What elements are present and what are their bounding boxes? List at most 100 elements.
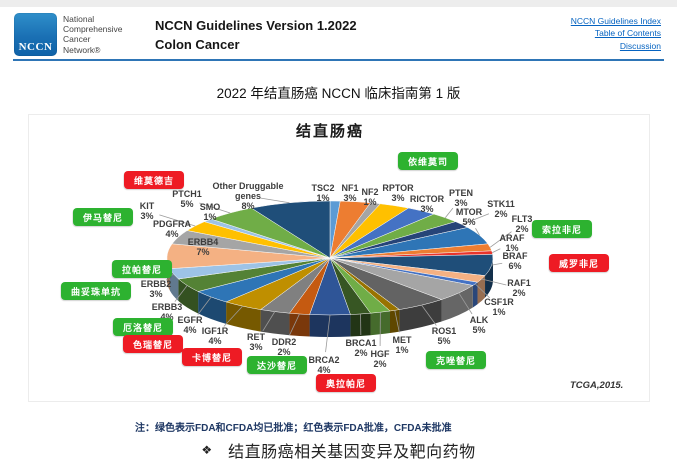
bottom-heading-text: 结直肠癌相关基因变异及靶向药物 [228,444,476,461]
pie-slice-side-BRCA2 [309,314,351,337]
label-leader-line [475,228,480,236]
pie-slice-side-CSF1R [472,282,478,308]
gene-label-ALK: ALK 5% [469,314,489,335]
label-leader-line [159,214,196,227]
org-line: Cancer [63,34,91,45]
header-divider [13,59,664,61]
gene-label-ERBB4: ERBB4 7% [187,236,219,257]
gene-label-NF1: NF1 3% [341,182,359,203]
nccn-logo: NCCN [14,13,57,56]
pie-chart-svg [159,197,512,353]
pie-slice-side-ERBB2 [169,268,179,301]
drug-pill-曲妥珠单抗: 曲妥珠单抗 [60,282,132,300]
gene-label-RICTOR: RICTOR 3% [409,193,445,214]
gene-label-TSC2: TSC2 1% [311,182,335,203]
gene-label-RET: RET 3% [247,331,265,352]
gene-label-HGF: HGF 2% [370,348,390,369]
pie-slice-side-ALK [441,285,473,322]
chart-source: TCGA,2015. [570,380,624,391]
gene-label-RPTOR: RPTOR 3% [382,182,414,203]
page-top-edge [0,0,677,7]
pie-slice-side-ROS1 [399,299,442,332]
guidelines-version-title: NCCN Guidelines Version 1.2022 [155,18,357,33]
drug-pill-克唑替尼: 克唑替尼 [425,351,487,369]
drug-pill-索拉非尼: 索拉非尼 [531,220,593,238]
label-leader-line [444,207,454,218]
label-leader-line [199,202,231,214]
pie-slice-side-ERBB3 [178,278,199,314]
label-leader-line [489,231,512,248]
link-guidelines-index[interactable]: NCCN Guidelines Index [570,16,661,26]
cancer-type-title: Colon Cancer [155,36,240,52]
drug-pill-依维莫司: 依维莫司 [397,152,459,170]
gene-label-ERBB3: ERBB3 4% [151,301,183,322]
gene-label-ARAF: ARAF 1% [499,232,525,253]
pie-slice-side-RET [260,309,290,336]
label-leader-line [474,283,490,299]
gene-label-PTCH1: PTCH1 5% [172,188,202,209]
label-leader-line [491,262,503,266]
link-table-of-contents[interactable]: Table of Contents [594,28,661,39]
chart-title: 结直肠癌 [295,123,365,140]
label-leader-line [325,314,331,353]
link-discussion[interactable]: Discussion [619,40,661,51]
drug-pill-色瑞替尼: 色瑞替尼 [122,335,184,353]
gene-label-BRAF: BRAF 6% [502,250,528,271]
drug-pill-达沙替尼: 达沙替尼 [246,356,308,374]
gene-label-EGFR: EGFR 4% [177,314,203,335]
pie-chart-figure: 结直肠癌 TCGA,2015. TSC2 1% NF1 3% NF2 1% RPTOR 3% R… [0,112,677,404]
gene-label-BRCA2: BRCA2 4% [308,354,340,375]
org-line: Network® [63,44,101,55]
gene-label-BRCA1: BRCA1 2% [345,337,377,358]
color-legend-note: 注：绿色表示FDA和CFDA均已批准；红色表示FDA批准，CFDA未批准 [135,423,452,434]
gene-label-DDR2: DDR2 2% [271,336,297,357]
drug-pill-威罗非尼: 威罗非尼 [548,254,610,272]
gene-label-NF2: NF2 1% [361,186,379,207]
drug-pill-伊马替尼: 伊马替尼 [72,208,134,226]
pie-slice-side-EGFR [198,291,227,324]
gene-label-Other-Druggable-genes: Other Druggable genes 8% [212,180,284,212]
pie-slice-side-MET [390,309,400,333]
gene-label-MET: MET 1% [392,334,412,355]
label-leader-line [421,304,437,326]
gene-label-MTOR: MTOR 5% [455,206,483,227]
gene-label-KIT: KIT 3% [139,200,155,221]
label-leader-line [461,213,490,225]
gene-label-IGF1R: IGF1R 4% [201,325,229,346]
pie-slice-side-BRAF [485,258,493,298]
gene-label-RAF1: RAF1 2% [507,277,531,298]
drug-pill-拉帕替尼: 拉帕替尼 [111,260,173,278]
drug-pill-维莫德吉: 维莫德吉 [123,171,185,189]
label-leader-line [223,305,243,327]
pie-slice-side-IGF1R [226,301,261,332]
org-line: Comprehensive [63,24,123,35]
pie-slice-side-DDR2 [289,313,310,337]
label-leader-line [262,311,276,332]
label-leader-line [481,278,507,286]
diamond-bullet-icon: ❖ [201,443,213,457]
gene-label-PTEN: PTEN 3% [448,187,474,208]
label-leader-line [458,292,473,315]
drug-pill-奥拉帕尼: 奥拉帕尼 [315,374,377,392]
document-title: NCCN Guidelines Version 1.2022 Colon Can… [155,17,357,55]
header-links: NCCN Guidelines Index Table of Contents … [571,15,661,52]
label-leader-line [197,296,212,315]
gene-label-SMO: SMO 1% [199,201,221,222]
nccn-logo-text: NCCN [18,41,53,53]
gene-label-PDGFRA: PDGFRA 4% [153,218,191,239]
chart-frame [28,114,650,402]
label-leader-line [174,285,188,302]
label-leader-line [492,248,501,253]
page-title: 2022 年结直肠癌 NCCN 临床指南第 1 版 [216,86,461,101]
org-line: National [63,14,95,24]
label-leader-line [394,310,400,333]
gene-label-ERBB2: ERBB2 3% [140,278,172,299]
gene-label-ROS1: ROS1 5% [431,325,457,346]
bottom-heading: ❖ 结直肠癌相关基因变异及靶向药物 [201,438,475,462]
drug-pill-卡博替尼: 卡博替尼 [181,348,243,366]
gene-label-CSF1R: CSF1R 1% [484,296,514,317]
gene-label-FLT3: FLT3 2% [511,213,533,234]
label-leader-line [260,197,290,204]
label-leader-line [289,313,300,336]
org-name: National Comprehensive Cancer Network® [63,14,123,55]
